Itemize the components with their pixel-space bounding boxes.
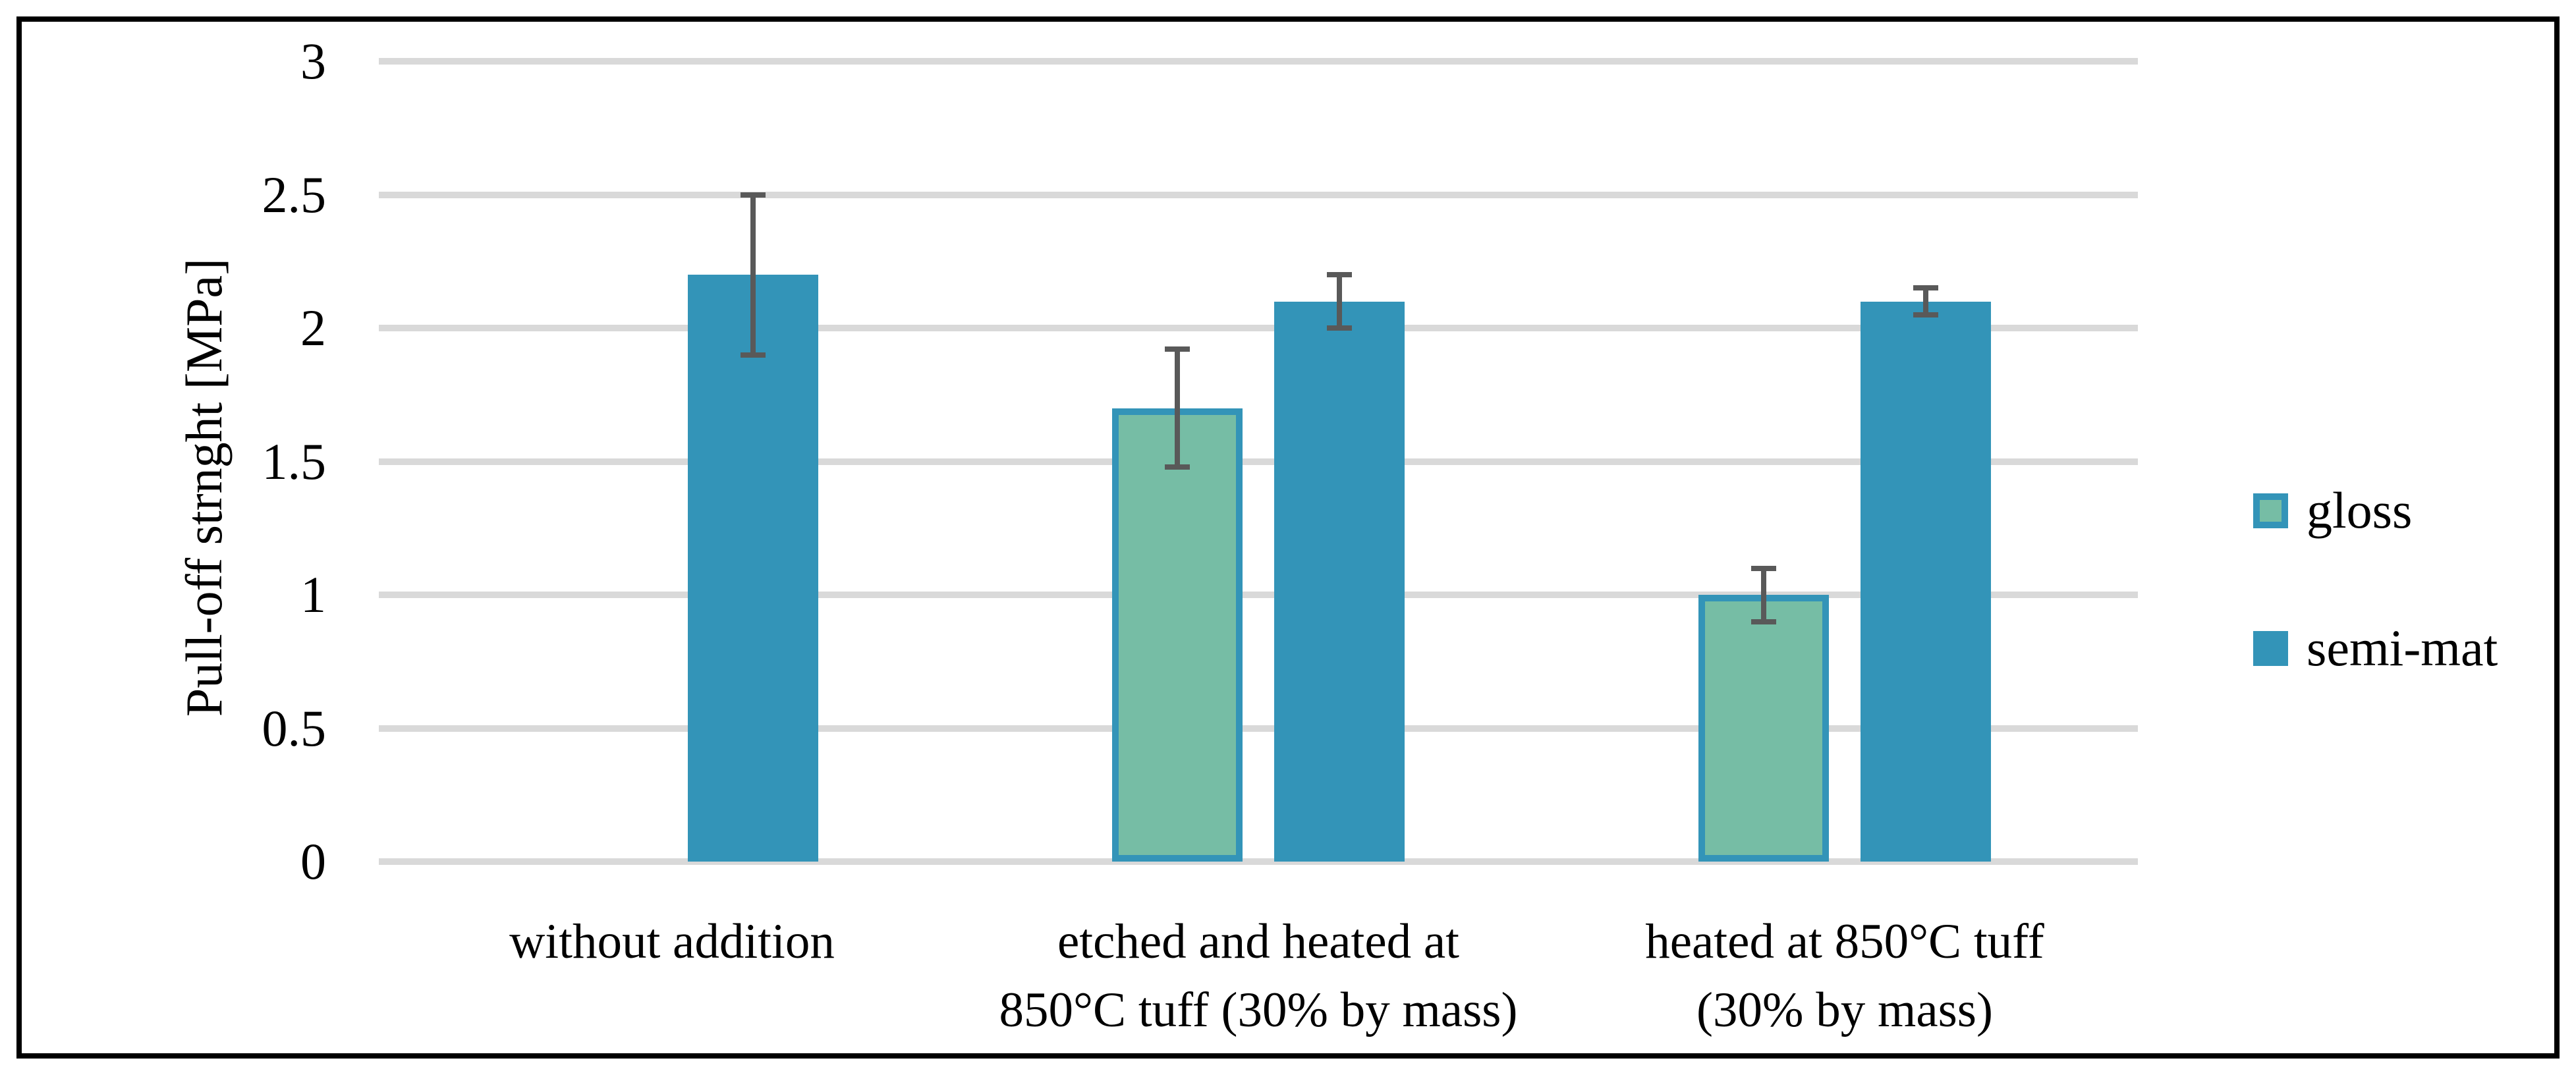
legend-swatch-semi-mat	[2253, 630, 2288, 666]
error-bar-line	[1923, 288, 1928, 315]
gridline	[379, 325, 2138, 331]
error-bar-cap-top	[1751, 565, 1776, 571]
category-label: without addition	[509, 914, 835, 969]
error-bar-cap-bottom	[1751, 619, 1776, 624]
y-tick-label: 3	[300, 32, 326, 90]
legend-item: semi-mat	[2253, 620, 2498, 676]
error-bar-cap-bottom	[1165, 464, 1190, 470]
legend-label: gloss	[2307, 482, 2413, 539]
error-bar-cap-top	[1165, 346, 1190, 352]
y-tick-label: 2.5	[262, 165, 327, 223]
error-bar-line	[1337, 275, 1342, 328]
category-label: etched and heated at 850°C tuff (30% by …	[999, 914, 1518, 1037]
legend: gloss semi-mat	[2253, 483, 2498, 758]
error-bar-cap-bottom	[1327, 325, 1352, 331]
legend-item: gloss	[2253, 483, 2498, 538]
gridline	[379, 458, 2138, 465]
error-bar-line	[750, 194, 756, 355]
gridline	[379, 191, 2138, 198]
error-bar-line	[1761, 568, 1766, 622]
bar-gloss	[1112, 408, 1243, 862]
bar-gloss	[1698, 595, 1829, 862]
y-tick-label: 0.5	[262, 699, 327, 757]
error-bar-cap-top	[1913, 285, 1938, 291]
gridline	[379, 858, 2138, 865]
error-bar-cap-bottom	[741, 352, 766, 358]
y-tick-label: 1	[300, 566, 326, 623]
bar-semi-mat	[1861, 301, 1991, 862]
legend-label: semi-mat	[2307, 619, 2498, 676]
error-bar-cap-top	[1327, 272, 1352, 277]
bar-semi-mat	[688, 275, 818, 862]
y-tick-label: 1.5	[262, 432, 327, 490]
error-bar-line	[1175, 349, 1180, 467]
figure-border-frame	[16, 16, 2560, 1059]
gridline	[379, 725, 2138, 732]
y-tick-label: 0	[300, 833, 326, 890]
error-bar-cap-top	[741, 192, 766, 198]
gridline	[379, 58, 2138, 65]
legend-swatch-gloss	[2253, 493, 2288, 528]
category-label: heated at 850°C tuff (30% by mass)	[1645, 914, 2044, 1037]
bar-semi-mat	[1274, 301, 1405, 862]
error-bar-cap-bottom	[1913, 312, 1938, 317]
y-tick-label: 2	[300, 299, 326, 356]
gridline	[379, 592, 2138, 598]
